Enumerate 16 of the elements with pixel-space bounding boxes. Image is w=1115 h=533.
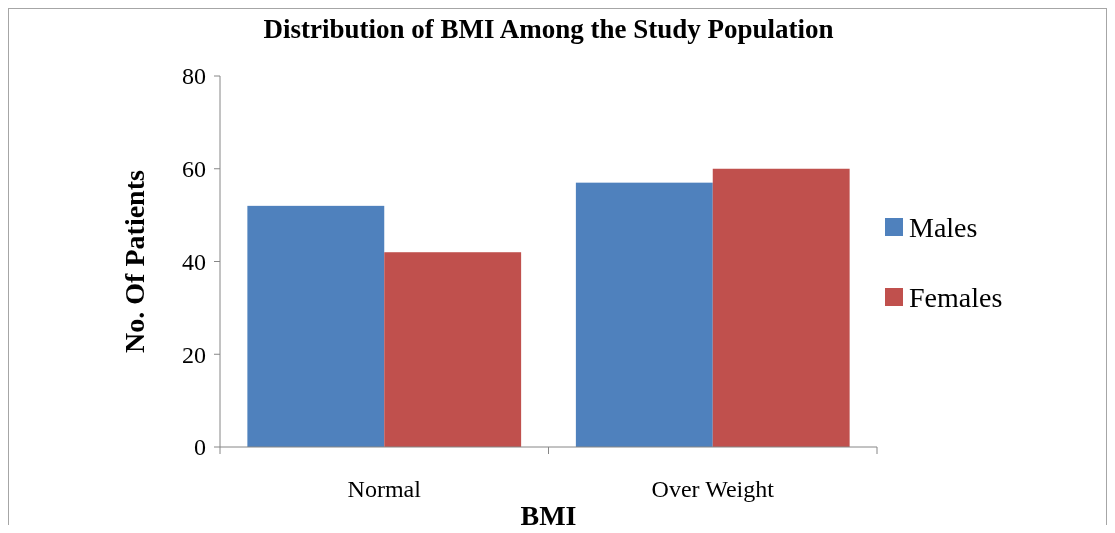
y-tick-label: 0 xyxy=(194,434,206,461)
bar xyxy=(247,205,385,447)
bar xyxy=(712,168,850,447)
bar xyxy=(575,182,713,447)
x-axis-title: BMI xyxy=(520,500,577,531)
x-tick-label: Normal xyxy=(347,476,422,502)
chart-title: Distribution of BMI Among the Study Population xyxy=(263,14,834,44)
y-tick-label: 40 xyxy=(182,248,206,275)
y-tick-label: 60 xyxy=(182,156,206,183)
legend-label: Females xyxy=(909,281,1003,313)
bar xyxy=(384,252,522,447)
x-tick-label: Over Weight xyxy=(651,476,775,502)
y-tick-label: 20 xyxy=(182,341,206,368)
legend-label: Males xyxy=(909,211,978,243)
y-axis-title: No. Of Patients xyxy=(119,170,150,353)
y-tick-label: 80 xyxy=(182,63,206,90)
